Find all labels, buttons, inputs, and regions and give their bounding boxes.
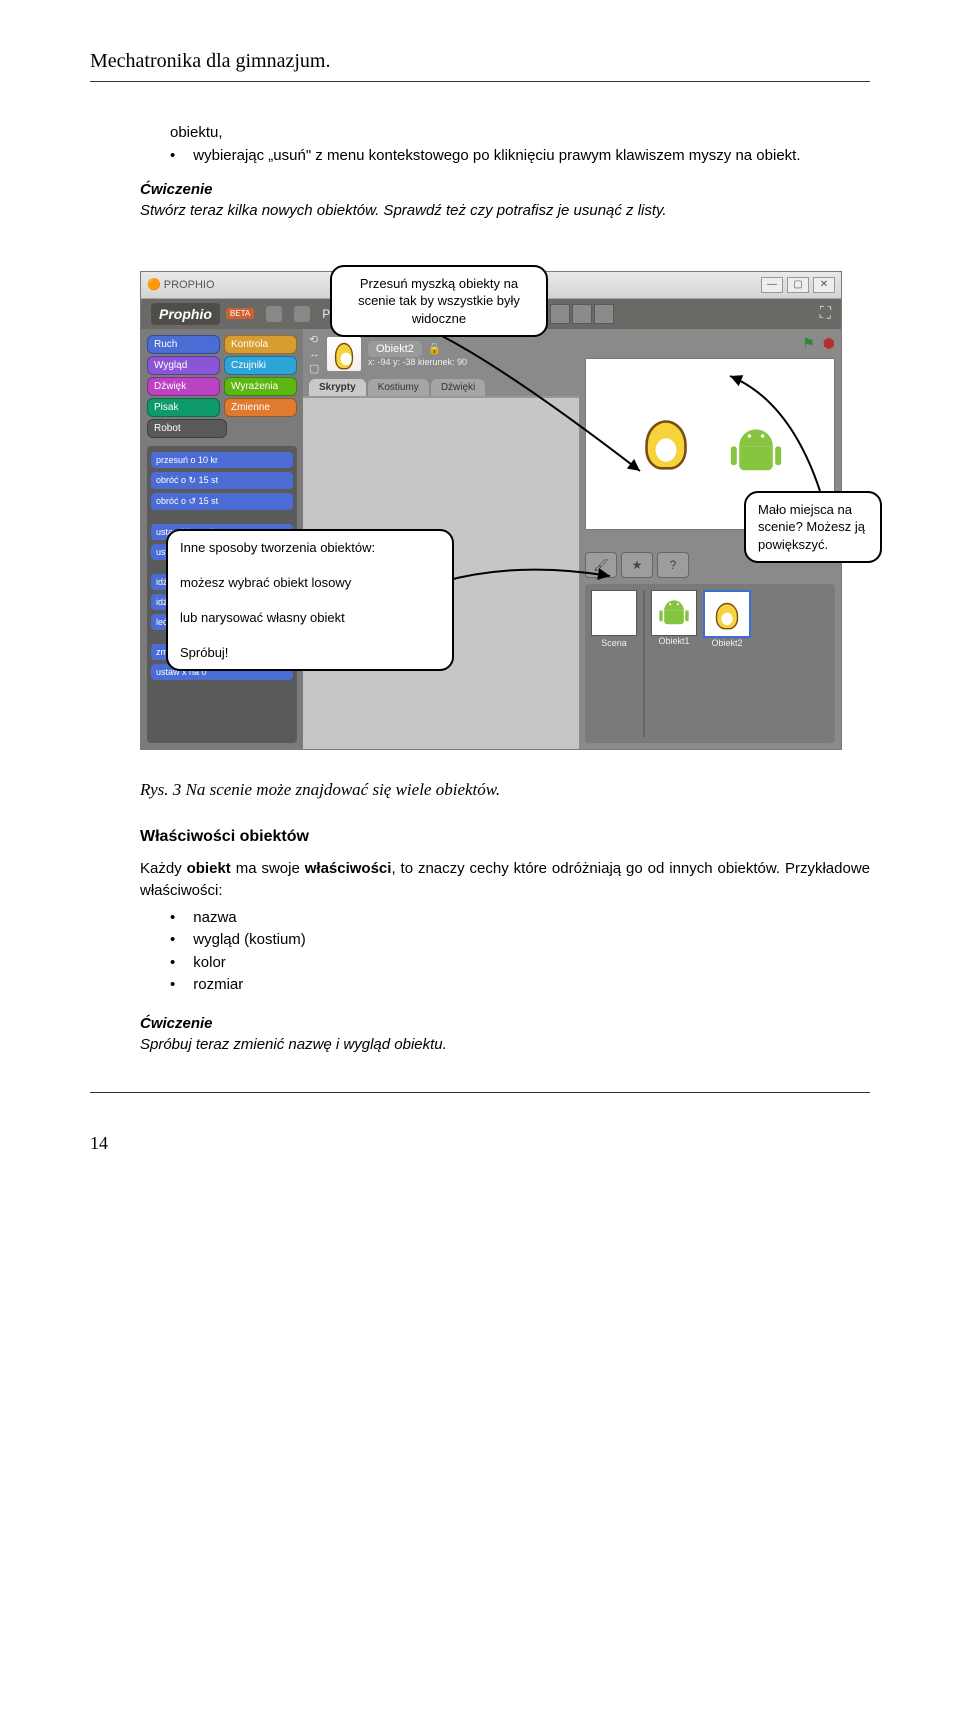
- tab-kostiumy[interactable]: Kostiumy: [368, 379, 429, 396]
- window-buttons: — ▢ ✕: [761, 277, 835, 293]
- thumb-obiekt2[interactable]: [703, 590, 751, 638]
- callout-left-l3: lub narysować własny obiekt: [180, 609, 440, 627]
- stop-icon[interactable]: ⬢: [823, 335, 835, 352]
- palette-czujniki[interactable]: Czujniki: [224, 356, 297, 375]
- motion-block[interactable]: obróć o ↻ 15 st: [151, 472, 293, 489]
- tool-icon[interactable]: [594, 304, 614, 324]
- callout-left: Inne sposoby tworzenia obiektów: możesz …: [166, 529, 454, 672]
- random-sprite-button[interactable]: ?: [657, 552, 689, 578]
- window-title: 🟠 PROPHIO: [147, 278, 215, 291]
- thumb-scena-label: Scena: [601, 638, 627, 648]
- palette-zmienne[interactable]: Zmienne: [224, 398, 297, 417]
- footer-rule: [90, 1092, 870, 1093]
- intro-block: obiektu, wybierając „usuń" z menu kontek…: [140, 122, 870, 167]
- palette-ruch[interactable]: Ruch: [147, 335, 220, 354]
- callout-right: Mało miejsca na scenie? Możesz ją powięk…: [744, 491, 882, 564]
- fullscreen-toggle-icon[interactable]: ⛶: [820, 305, 831, 323]
- callout-left-l1: Inne sposoby tworzenia obiektów:: [180, 539, 440, 557]
- exercise2-body: Spróbuj teraz zmienić nazwę i wygląd obi…: [140, 1034, 870, 1057]
- app-logo: Prophio: [151, 303, 220, 325]
- figure: Przesuń myszką obiekty na scenie tak by …: [140, 271, 870, 750]
- beta-badge: BETA: [226, 308, 254, 319]
- arrow-top-to-stage: [430, 331, 670, 491]
- section-title: Właściwości obiektów: [140, 828, 870, 846]
- page-number: 14: [90, 1133, 870, 1154]
- prop-bullet: wygląd (kostium): [170, 929, 870, 952]
- thumb-obiekt1[interactable]: [651, 590, 697, 636]
- prop-bullet: rozmiar: [170, 974, 870, 997]
- header-rule: [90, 81, 870, 82]
- exercise2-title: Ćwiczenie: [140, 1015, 870, 1032]
- page-header: Mechatronika dla gimnazjum.: [90, 50, 870, 73]
- exercise1-body: Stwórz teraz kilka nowych obiektów. Spra…: [140, 200, 870, 223]
- arrow-left-to-buttons: [440, 551, 640, 611]
- arrow-right-to-stage: [720, 371, 840, 501]
- intro-bullet: wybierając „usuń" z menu kontekstowego p…: [170, 145, 870, 168]
- figure-caption: Rys. 3 Na scenie może znajdować się wiel…: [140, 780, 870, 800]
- thumb-obiekt2-label: Obiekt2: [703, 638, 751, 648]
- callout-left-l4: Spróbuj!: [180, 644, 440, 662]
- intro-line: obiektu,: [140, 122, 870, 145]
- thumb-obiekt1-label: Obiekt1: [651, 636, 697, 646]
- tool-icon[interactable]: [572, 304, 592, 324]
- sprite-thumb[interactable]: [326, 336, 362, 372]
- palette-dzwiek[interactable]: Dźwięk: [147, 377, 220, 396]
- minimize-button[interactable]: —: [761, 277, 783, 293]
- sprite-name-input[interactable]: Obiekt2: [368, 341, 422, 357]
- palette-robot[interactable]: Robot: [147, 419, 227, 438]
- palette-wyrazenia[interactable]: Wyrażenia: [224, 377, 297, 396]
- globe-icon[interactable]: [266, 306, 282, 322]
- callout-left-l2: możesz wybrać obiekt losowy: [180, 574, 440, 592]
- palette-kontrola[interactable]: Kontrola: [224, 335, 297, 354]
- maximize-button[interactable]: ▢: [787, 277, 809, 293]
- motion-block[interactable]: obróć o ↺ 15 st: [151, 493, 293, 510]
- tab-skrypty[interactable]: Skrypty: [309, 379, 366, 396]
- green-flag-icon[interactable]: ⚑: [802, 335, 815, 352]
- callout-top: Przesuń myszką obiekty na scenie tak by …: [330, 265, 548, 338]
- close-button[interactable]: ✕: [813, 277, 835, 293]
- tool-icon[interactable]: [550, 304, 570, 324]
- section-para: Każdy obiekt ma swoje właściwości, to zn…: [140, 858, 870, 903]
- prop-bullet: nazwa: [170, 907, 870, 930]
- exercise1-title: Ćwiczenie: [140, 181, 870, 198]
- save-icon[interactable]: [294, 306, 310, 322]
- palette-wyglad[interactable]: Wygląd: [147, 356, 220, 375]
- motion-block[interactable]: przesuń o 10 kr: [151, 452, 293, 468]
- prop-bullet: kolor: [170, 952, 870, 975]
- palette-pisak[interactable]: Pisak: [147, 398, 220, 417]
